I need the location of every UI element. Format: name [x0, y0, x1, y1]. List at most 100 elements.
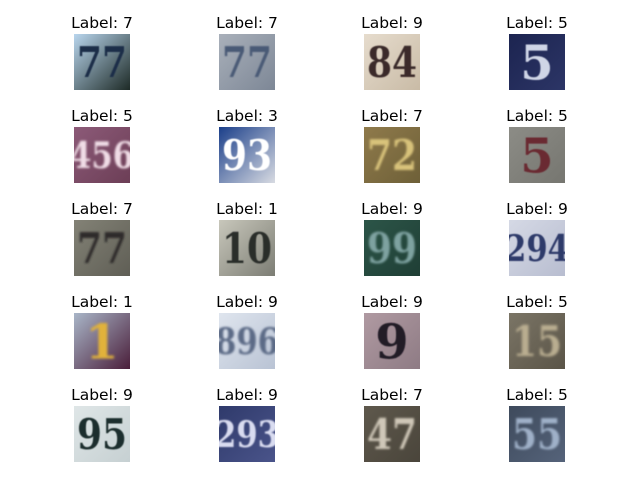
- digit-photo-icon: 294: [509, 220, 565, 276]
- sample-cell: Label: 5 15: [477, 291, 597, 371]
- photo-background: [364, 406, 420, 462]
- digit-photo-thumbnail: 15: [509, 313, 565, 369]
- sample-label-title: Label: 9: [216, 386, 278, 404]
- photo-background: [219, 220, 275, 276]
- sample-label-title: Label: 5: [506, 386, 568, 404]
- house-number-digits: 5: [520, 35, 553, 90]
- sample-cell: Label: 7 77: [187, 12, 307, 92]
- sample-label-title: Label: 9: [71, 386, 133, 404]
- digit-photo-icon: 95: [74, 406, 130, 462]
- sample-cell: Label: 9 9: [332, 291, 452, 371]
- photo-background: [364, 127, 420, 183]
- sample-label-title: Label: 9: [361, 14, 423, 32]
- house-number-digits: 84: [367, 38, 417, 87]
- house-number-digits: 293: [219, 414, 275, 456]
- sample-cell: Label: 1 10: [187, 198, 307, 278]
- digit-photo-icon: 5: [509, 127, 565, 183]
- digit-photo-thumbnail: 93: [219, 127, 275, 183]
- house-number-digits: 77: [222, 38, 272, 87]
- digit-photo-icon: 77: [74, 220, 130, 276]
- sample-cell: Label: 5 456: [42, 105, 162, 185]
- sample-cell: Label: 9 294: [477, 198, 597, 278]
- house-number-digits: 9: [375, 314, 408, 369]
- house-number-digits: 77: [77, 38, 127, 87]
- sample-label-title: Label: 7: [361, 107, 423, 125]
- photo-background: [219, 127, 275, 183]
- digit-photo-thumbnail: 95: [74, 406, 130, 462]
- house-number-digits: 5: [520, 128, 553, 183]
- photo-background: [509, 34, 565, 90]
- photo-background: [74, 34, 130, 90]
- photo-background: [219, 313, 275, 369]
- digit-photo-thumbnail: 9: [364, 313, 420, 369]
- sample-cell: Label: 7 77: [42, 198, 162, 278]
- sample-cell: Label: 7 72: [332, 105, 452, 185]
- photo-background: [509, 313, 565, 369]
- digit-photo-thumbnail: 77: [74, 34, 130, 90]
- photo-background: [74, 220, 130, 276]
- sample-label-title: Label: 1: [71, 293, 133, 311]
- house-number-digits: 72: [367, 131, 417, 180]
- house-number-digits: 10: [222, 224, 272, 273]
- digit-photo-icon: 10: [219, 220, 275, 276]
- digit-photo-icon: 5: [509, 34, 565, 90]
- photo-background: [509, 220, 565, 276]
- digit-photo-icon: 1: [74, 313, 130, 369]
- sample-label-title: Label: 5: [506, 107, 568, 125]
- photo-background: [74, 127, 130, 183]
- digit-photo-thumbnail: 10: [219, 220, 275, 276]
- house-number-digits: 95: [77, 410, 127, 459]
- house-number-digits: 47: [367, 410, 417, 459]
- digit-photo-thumbnail: 293: [219, 406, 275, 462]
- digit-photo-thumbnail: 77: [74, 220, 130, 276]
- sample-cell: Label: 9 95: [42, 384, 162, 464]
- digit-photo-thumbnail: 55: [509, 406, 565, 462]
- digit-photo-thumbnail: 1: [74, 313, 130, 369]
- house-number-digits: 294: [509, 228, 565, 270]
- sample-cell: Label: 9 293: [187, 384, 307, 464]
- digit-photo-thumbnail: 77: [219, 34, 275, 90]
- digit-photo-icon: 84: [364, 34, 420, 90]
- photo-background: [219, 406, 275, 462]
- house-number-digits: 55: [512, 410, 562, 459]
- house-number-digits: 77: [77, 224, 127, 273]
- photo-background: [74, 313, 130, 369]
- digit-photo-thumbnail: 99: [364, 220, 420, 276]
- sample-label-title: Label: 7: [361, 386, 423, 404]
- digit-photo-icon: 77: [74, 34, 130, 90]
- digit-photo-icon: 55: [509, 406, 565, 462]
- sample-label-title: Label: 1: [216, 200, 278, 218]
- digit-photo-icon: 47: [364, 406, 420, 462]
- photo-background: [364, 220, 420, 276]
- photo-background: [509, 127, 565, 183]
- house-number-digits: 99: [367, 224, 417, 273]
- sample-label-title: Label: 7: [216, 14, 278, 32]
- sample-label-title: Label: 9: [216, 293, 278, 311]
- sample-cell: Label: 7 47: [332, 384, 452, 464]
- digit-photo-icon: 896: [219, 313, 275, 369]
- sample-label-title: Label: 3: [216, 107, 278, 125]
- sample-cell: Label: 5 5: [477, 12, 597, 92]
- sample-cell: Label: 9 84: [332, 12, 452, 92]
- digit-photo-icon: 93: [219, 127, 275, 183]
- digit-photo-icon: 72: [364, 127, 420, 183]
- digit-photo-icon: 456: [74, 127, 130, 183]
- sample-label-title: Label: 9: [361, 293, 423, 311]
- house-number-digits: 93: [222, 131, 272, 180]
- sample-cell: Label: 1 1: [42, 291, 162, 371]
- house-number-digits: 1: [85, 314, 118, 369]
- digit-photo-icon: 77: [219, 34, 275, 90]
- sample-cell: Label: 9 896: [187, 291, 307, 371]
- sample-label-title: Label: 7: [71, 200, 133, 218]
- digit-photo-thumbnail: 5: [509, 34, 565, 90]
- sample-label-title: Label: 5: [506, 293, 568, 311]
- digit-photo-thumbnail: 456: [74, 127, 130, 183]
- digit-photo-thumbnail: 896: [219, 313, 275, 369]
- digit-photo-thumbnail: 72: [364, 127, 420, 183]
- digit-photo-thumbnail: 47: [364, 406, 420, 462]
- sample-cell: Label: 5 55: [477, 384, 597, 464]
- sample-cell: Label: 3 93: [187, 105, 307, 185]
- photo-background: [219, 34, 275, 90]
- digit-photo-icon: 9: [364, 313, 420, 369]
- photo-background: [509, 406, 565, 462]
